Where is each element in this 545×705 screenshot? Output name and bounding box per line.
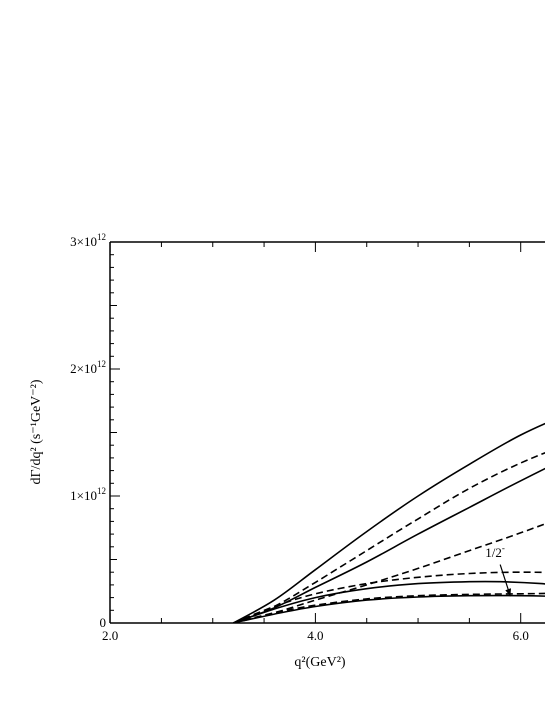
series-line-5	[233, 580, 545, 623]
y-tick-label: 0	[100, 615, 107, 630]
y-tick-label: 2×1012	[70, 359, 106, 376]
x-tick-label: 2.0	[102, 628, 118, 643]
y-axis-label: dΓ/dq² (s⁻¹GeV⁻²)	[29, 379, 44, 484]
series-line-7	[233, 594, 545, 623]
series-line-3	[233, 467, 545, 623]
series-line-1	[232, 422, 545, 623]
y-tick-label: 3×1012	[70, 232, 106, 249]
x-tick-label: 4.0	[307, 628, 323, 643]
series-line-4	[233, 523, 545, 623]
series-line-2	[232, 451, 545, 623]
series-line-6	[232, 571, 545, 623]
y-tick-label: 1×1012	[70, 486, 106, 503]
annotations: Total1/2+1/2-3/2-	[485, 543, 512, 597]
arrowhead	[505, 588, 511, 597]
curves	[232, 422, 545, 623]
annotation-label: 1/2-	[485, 543, 505, 560]
x-axis-label: q²(GeV²)	[294, 655, 345, 670]
series-line-8	[233, 592, 545, 623]
x-tick-label: 6.0	[513, 628, 529, 643]
